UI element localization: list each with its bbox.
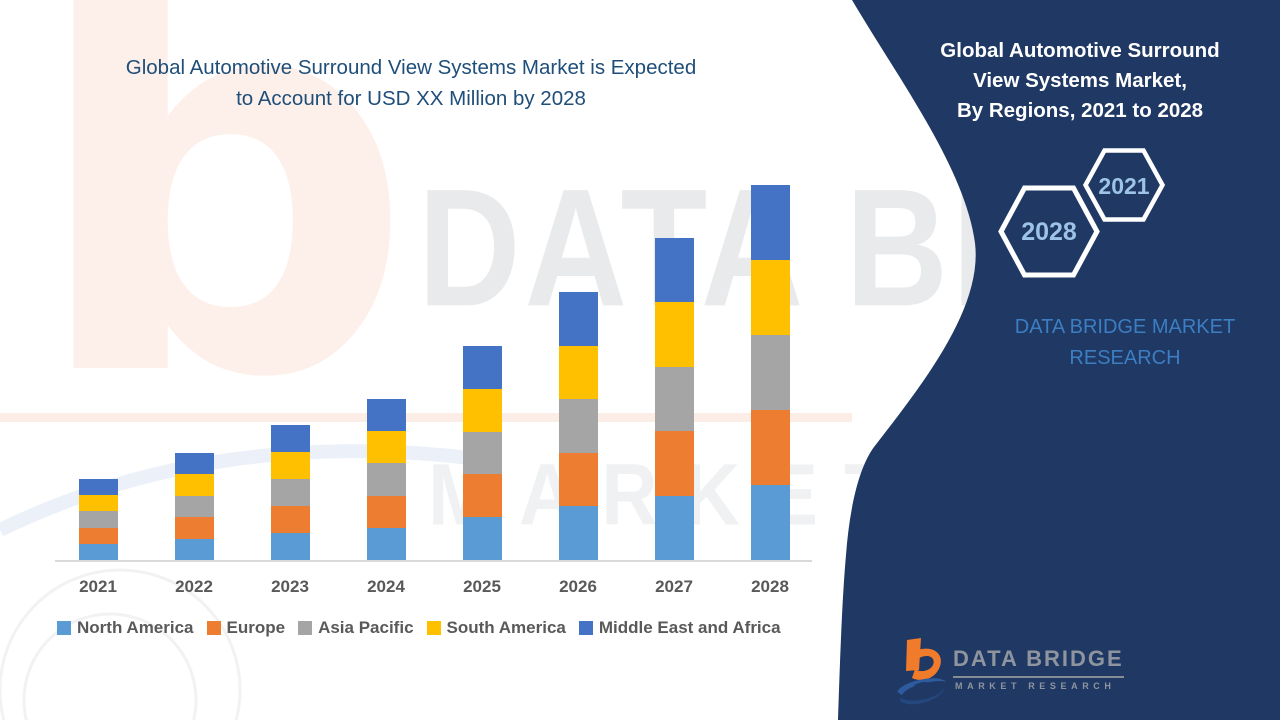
- bar-2023-segment-asia-pacific: [270, 479, 310, 506]
- bar-2027-segment-europe: [654, 431, 694, 496]
- bar-2026-segment-europe: [558, 452, 598, 507]
- bar-2026-segment-north-america: [558, 506, 598, 560]
- bar-2027-segment-middle-east-and-africa: [654, 238, 694, 303]
- x-label-2026: 2026: [559, 577, 597, 596]
- legend-swatch-south-america: [426, 621, 441, 635]
- bar-2027-segment-asia-pacific: [654, 366, 694, 432]
- bar-2021-segment-europe: [78, 527, 118, 544]
- bar-2024-segment-south-america: [366, 431, 406, 464]
- bar-2024-segment-asia-pacific: [366, 463, 406, 496]
- legend-item-north-america: North America: [57, 618, 194, 638]
- data-bridge-logo-name: DATA BRIDGE: [953, 646, 1124, 678]
- legend-item-asia-pacific: Asia Pacific: [298, 618, 414, 638]
- bar-2027-segment-south-america: [654, 302, 694, 367]
- bar-2028-segment-europe: [750, 410, 790, 485]
- bar-2027-segment-north-america: [654, 495, 694, 560]
- chart-title-line-1: Global Automotive Surround View Systems …: [125, 56, 697, 79]
- legend-item-middle-east-and-africa: Middle East and Africa: [578, 618, 781, 638]
- bar-2026-segment-south-america: [558, 345, 598, 400]
- legend-label-south-america: South America: [446, 618, 566, 637]
- bar-2021-segment-north-america: [78, 543, 118, 560]
- x-label-2027: 2027: [655, 577, 693, 596]
- bar-2024-segment-europe: [366, 495, 406, 528]
- bar-2025-segment-europe: [462, 474, 502, 518]
- bar-2023-segment-europe: [270, 506, 310, 533]
- bar-2021-segment-south-america: [78, 495, 118, 512]
- bar-2025-segment-asia-pacific: [462, 431, 502, 475]
- bar-2028-segment-asia-pacific: [750, 335, 790, 410]
- panel-brand-text: DATA BRIDGE MARKET RESEARCH: [1014, 316, 1236, 369]
- bar-2024-segment-north-america: [366, 527, 406, 560]
- bar-2023-segment-north-america: [270, 533, 310, 560]
- x-label-2022: 2022: [175, 577, 213, 596]
- bar-2022-segment-europe: [174, 517, 214, 539]
- bar-2022-segment-asia-pacific: [174, 495, 214, 518]
- bar-2025-segment-south-america: [462, 388, 502, 432]
- bar-2022-segment-south-america: [174, 474, 214, 496]
- bar-2023-segment-south-america: [270, 452, 310, 479]
- legend-swatch-north-america: [57, 621, 71, 635]
- legend-swatch-europe: [206, 621, 221, 635]
- hexagon-badge-2028: [998, 185, 1100, 278]
- bar-2021-segment-middle-east-and-africa: [78, 479, 118, 496]
- bar-2026-segment-middle-east-and-africa: [558, 292, 598, 346]
- x-label-2024: 2024: [367, 577, 405, 596]
- bar-2025-segment-north-america: [462, 517, 502, 560]
- chart-title-line-2: to Account for USD XX Million by 2028: [236, 87, 586, 110]
- legend-swatch-middle-east-and-africa: [578, 621, 593, 635]
- bar-2024-segment-middle-east-and-africa: [366, 399, 406, 432]
- bar-2028-segment-south-america: [750, 260, 790, 335]
- x-label-2028: 2028: [751, 577, 789, 596]
- legend-label-north-america: North America: [77, 618, 194, 637]
- bar-2028-segment-middle-east-and-africa: [750, 185, 790, 260]
- bar-2025-segment-middle-east-and-africa: [462, 346, 502, 389]
- bar-2028-segment-north-america: [750, 485, 790, 560]
- bar-2026-segment-asia-pacific: [558, 399, 598, 453]
- legend-label-asia-pacific: Asia Pacific: [318, 618, 414, 637]
- bars-area: [78, 185, 790, 560]
- x-axis-line: [55, 560, 812, 562]
- data-bridge-logo-subtitle: MARKET RESEARCH: [955, 681, 1116, 691]
- legend-item-south-america: South America: [426, 618, 566, 638]
- bar-2022-segment-middle-east-and-africa: [174, 453, 214, 475]
- bar-2022-segment-north-america: [174, 538, 214, 560]
- legend-swatch-asia-pacific: [298, 621, 313, 635]
- hexagon-2028-label: 2028: [1021, 218, 1077, 246]
- hexagon-2021-label: 2021: [1098, 173, 1150, 199]
- data-bridge-logo-icon: [897, 638, 947, 705]
- bar-2023-segment-middle-east-and-africa: [270, 425, 310, 452]
- x-label-2023: 2023: [271, 577, 309, 596]
- chart-legend: North America Europe Asia Pacific South Ame…: [57, 618, 781, 638]
- legend-label-europe: Europe: [226, 618, 286, 637]
- chart-title: Global Automotive Surround View Systems …: [55, 52, 767, 114]
- x-label-2025: 2025: [463, 577, 501, 596]
- hexagon-badge-2021: [1083, 148, 1165, 222]
- bar-2021-segment-asia-pacific: [78, 511, 118, 528]
- legend-item-europe: Europe: [206, 618, 286, 638]
- legend-label-middle-east-and-africa: Middle East and Africa: [598, 618, 781, 637]
- panel-title: Global Automotive Surround View Systems …: [940, 39, 1220, 122]
- x-label-2021: 2021: [79, 577, 117, 596]
